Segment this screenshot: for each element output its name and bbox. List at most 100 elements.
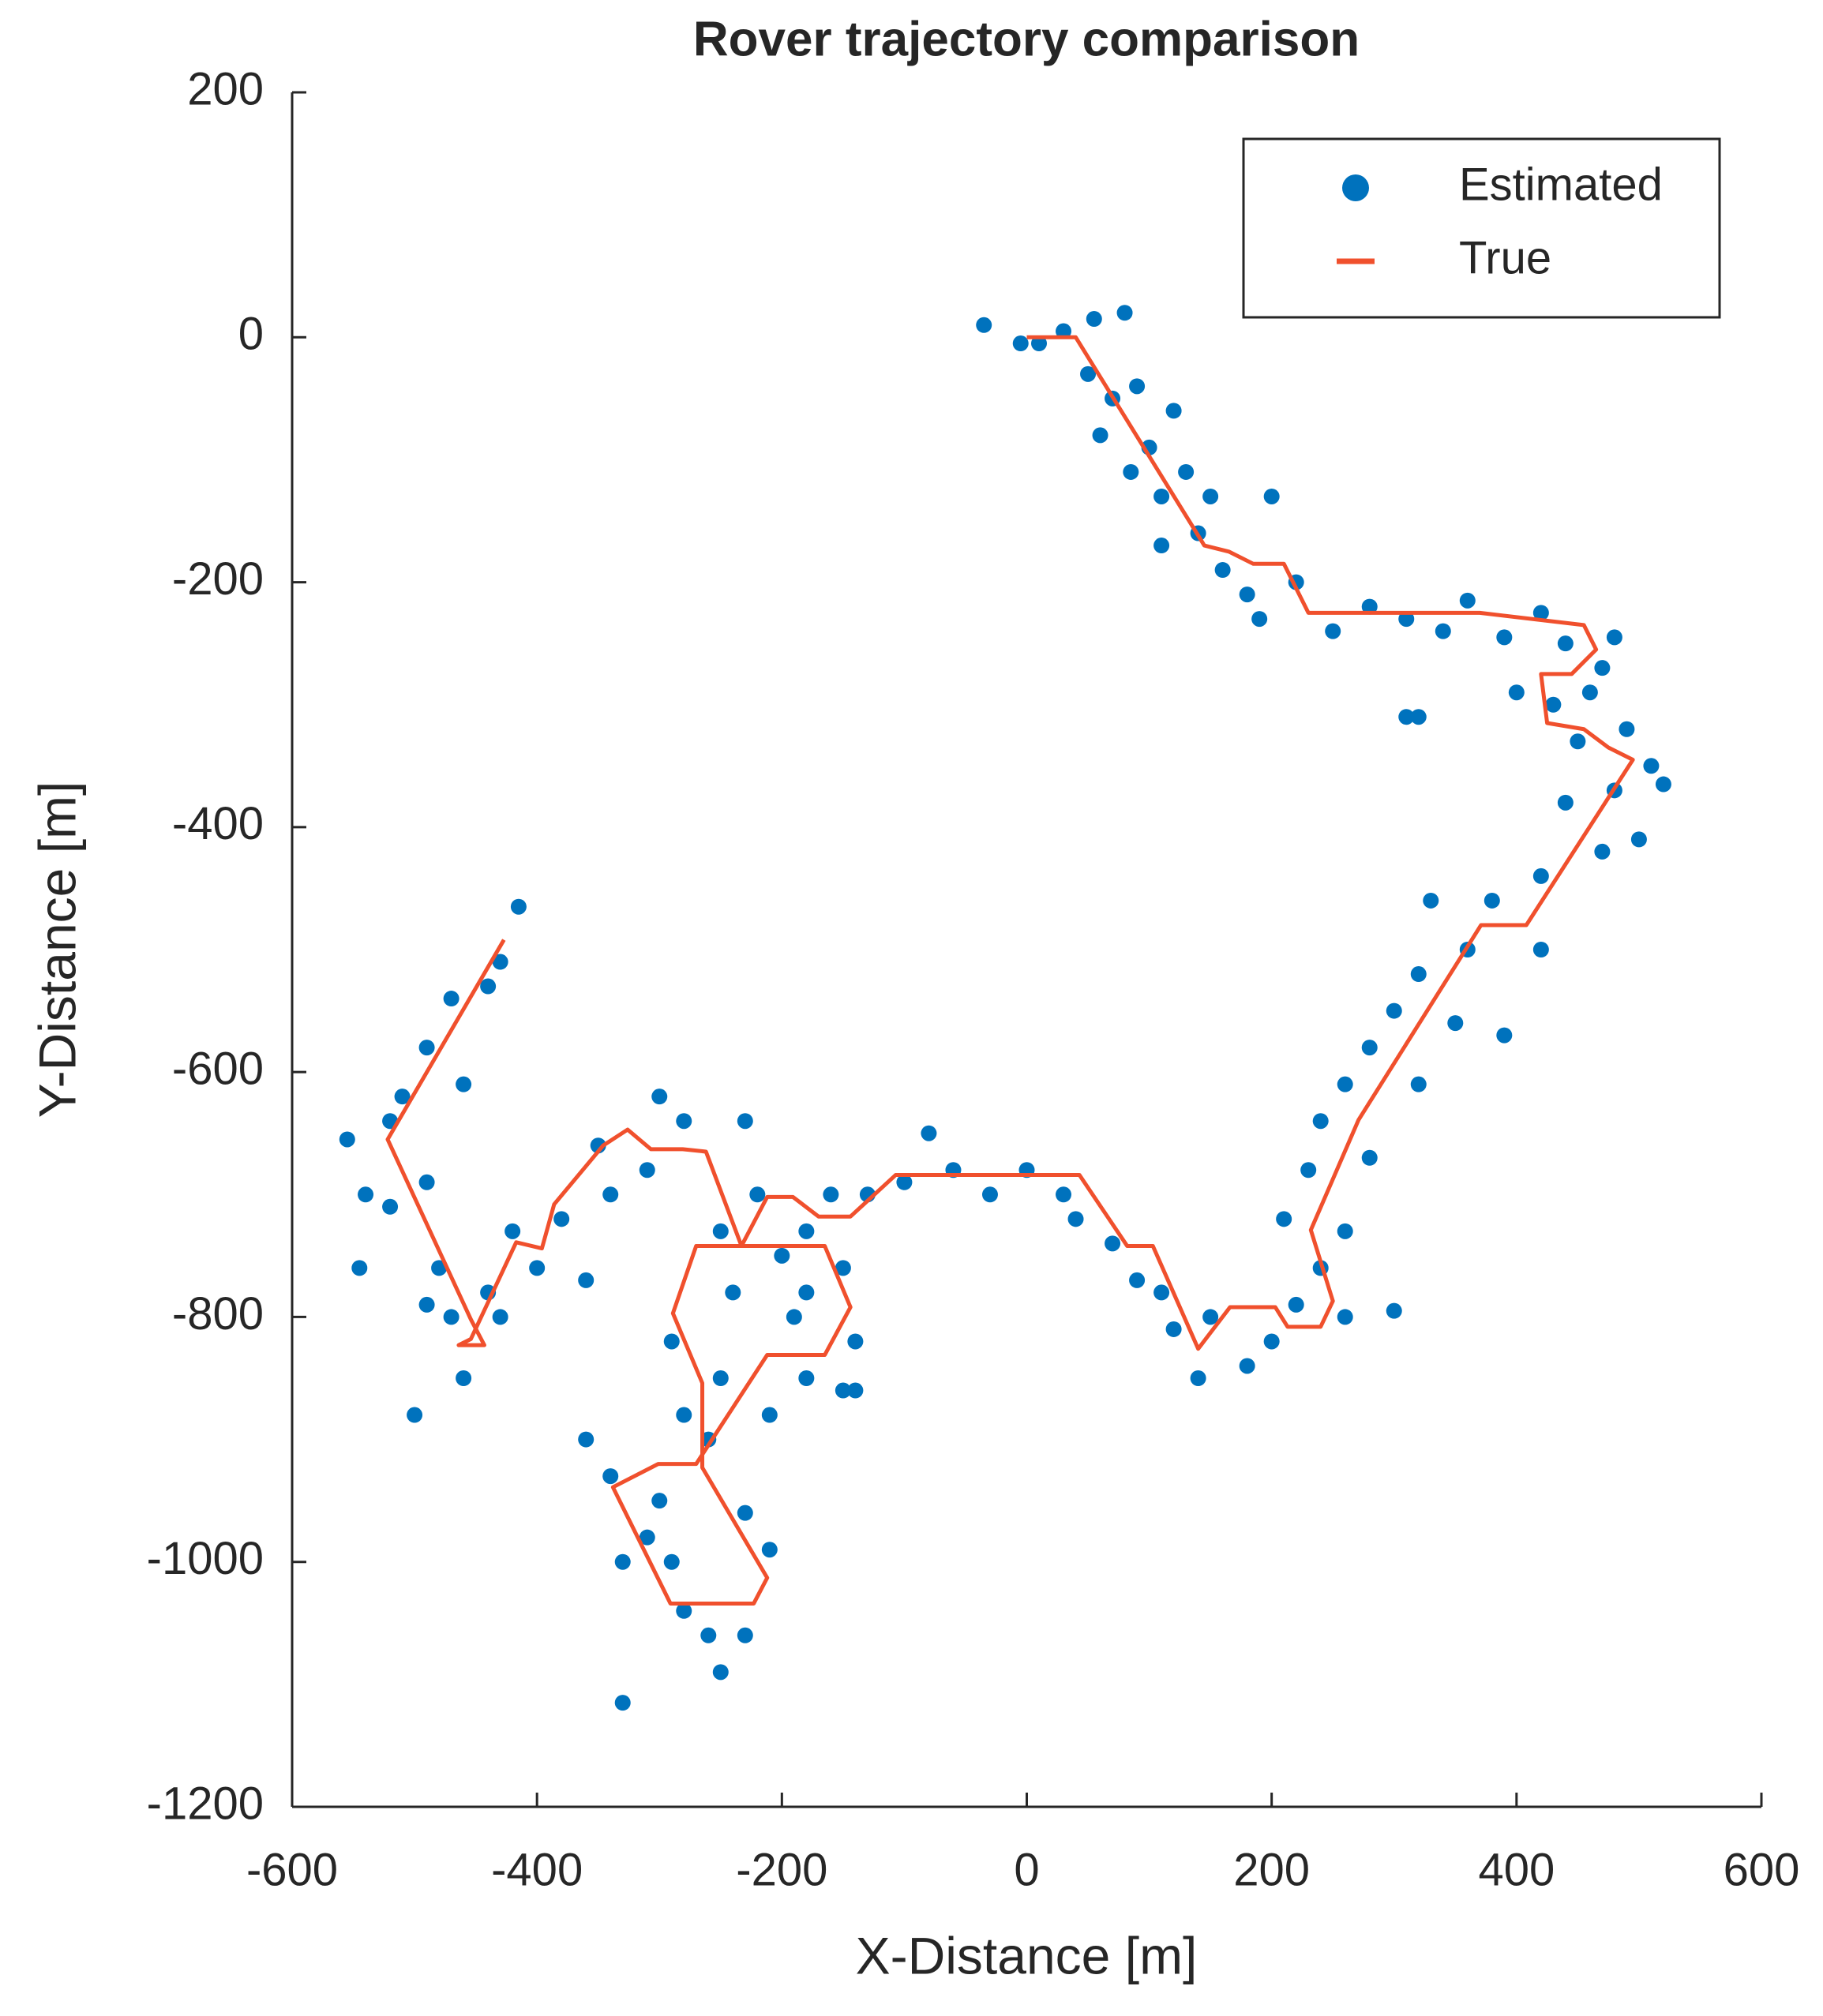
point bbox=[1410, 1076, 1427, 1092]
point bbox=[1202, 488, 1219, 504]
point bbox=[712, 1664, 729, 1681]
y-tick-label: 200 bbox=[187, 63, 264, 114]
point bbox=[921, 1125, 937, 1141]
point bbox=[676, 1602, 692, 1619]
point bbox=[1325, 623, 1341, 639]
point bbox=[351, 1260, 368, 1276]
point bbox=[1056, 323, 1072, 339]
point bbox=[1153, 488, 1170, 504]
x-tick-label: -200 bbox=[736, 1844, 827, 1895]
point bbox=[896, 1174, 913, 1190]
point bbox=[1447, 1015, 1464, 1032]
point bbox=[339, 1131, 355, 1148]
point bbox=[1080, 365, 1097, 382]
point bbox=[676, 1113, 692, 1130]
point bbox=[1337, 1223, 1353, 1239]
point bbox=[749, 1186, 766, 1203]
point bbox=[553, 1211, 570, 1227]
point bbox=[578, 1272, 595, 1288]
point bbox=[798, 1284, 815, 1301]
point bbox=[761, 1542, 778, 1558]
point bbox=[1288, 1296, 1304, 1313]
point bbox=[663, 1553, 680, 1570]
point bbox=[1643, 758, 1660, 774]
point bbox=[1092, 427, 1108, 444]
point bbox=[663, 1333, 680, 1350]
y-tick-label: -1200 bbox=[147, 1778, 264, 1829]
point bbox=[700, 1627, 717, 1643]
point bbox=[1165, 403, 1182, 419]
legend-label: True bbox=[1459, 232, 1551, 283]
point bbox=[614, 1695, 631, 1711]
point bbox=[786, 1309, 802, 1325]
point bbox=[602, 1468, 619, 1485]
point bbox=[1123, 463, 1139, 480]
point bbox=[1056, 1186, 1072, 1203]
point bbox=[1300, 1162, 1317, 1178]
true-path bbox=[385, 335, 1635, 1606]
y-tick-label: -400 bbox=[172, 798, 264, 849]
x-tick-label: 400 bbox=[1478, 1844, 1555, 1895]
point bbox=[1459, 592, 1476, 609]
point bbox=[492, 1309, 508, 1325]
point bbox=[1337, 1076, 1353, 1092]
legend-label: Estimated bbox=[1459, 159, 1663, 210]
point bbox=[1067, 1211, 1084, 1227]
point bbox=[1263, 1333, 1280, 1350]
point bbox=[1312, 1113, 1329, 1130]
point bbox=[1398, 709, 1415, 725]
y-tick-label: -800 bbox=[172, 1288, 264, 1340]
point bbox=[737, 1627, 753, 1643]
point bbox=[1251, 611, 1268, 628]
point bbox=[1570, 733, 1586, 750]
point bbox=[676, 1407, 692, 1423]
point bbox=[1361, 1149, 1378, 1166]
point bbox=[1398, 611, 1415, 628]
x-tick-label: -600 bbox=[246, 1844, 338, 1895]
point bbox=[1190, 1370, 1206, 1386]
y-tick-label: 0 bbox=[238, 309, 264, 360]
estimated-points bbox=[339, 305, 1671, 1711]
point bbox=[1423, 892, 1439, 909]
point bbox=[418, 1296, 435, 1313]
point bbox=[418, 1040, 435, 1056]
point bbox=[1581, 684, 1598, 701]
point bbox=[774, 1247, 790, 1264]
point bbox=[407, 1407, 423, 1423]
point bbox=[1545, 696, 1562, 713]
point bbox=[505, 1223, 521, 1239]
point bbox=[1594, 660, 1611, 676]
point bbox=[651, 1493, 668, 1509]
point bbox=[578, 1431, 595, 1448]
point bbox=[1410, 709, 1427, 725]
point bbox=[1594, 843, 1611, 860]
point bbox=[761, 1407, 778, 1423]
point bbox=[1337, 1309, 1353, 1325]
point bbox=[492, 954, 508, 970]
y-tick-label: -200 bbox=[172, 553, 264, 605]
point bbox=[712, 1223, 729, 1239]
point bbox=[1239, 586, 1255, 603]
point bbox=[1496, 629, 1513, 646]
point bbox=[614, 1553, 631, 1570]
point bbox=[1153, 1284, 1170, 1301]
point bbox=[823, 1186, 839, 1203]
x-axis-label: X-Distance [m] bbox=[856, 1926, 1198, 1984]
point bbox=[456, 1370, 472, 1386]
point bbox=[639, 1529, 655, 1546]
point bbox=[1129, 378, 1146, 395]
point bbox=[847, 1382, 864, 1399]
point bbox=[394, 1089, 411, 1105]
point bbox=[1214, 562, 1231, 579]
point bbox=[1012, 335, 1029, 352]
point bbox=[1263, 488, 1280, 504]
point bbox=[1435, 623, 1451, 639]
point bbox=[835, 1382, 851, 1399]
point bbox=[712, 1370, 729, 1386]
point bbox=[443, 991, 460, 1007]
point bbox=[651, 1089, 668, 1105]
point bbox=[737, 1505, 753, 1521]
point bbox=[1557, 635, 1574, 652]
point bbox=[1630, 831, 1647, 848]
